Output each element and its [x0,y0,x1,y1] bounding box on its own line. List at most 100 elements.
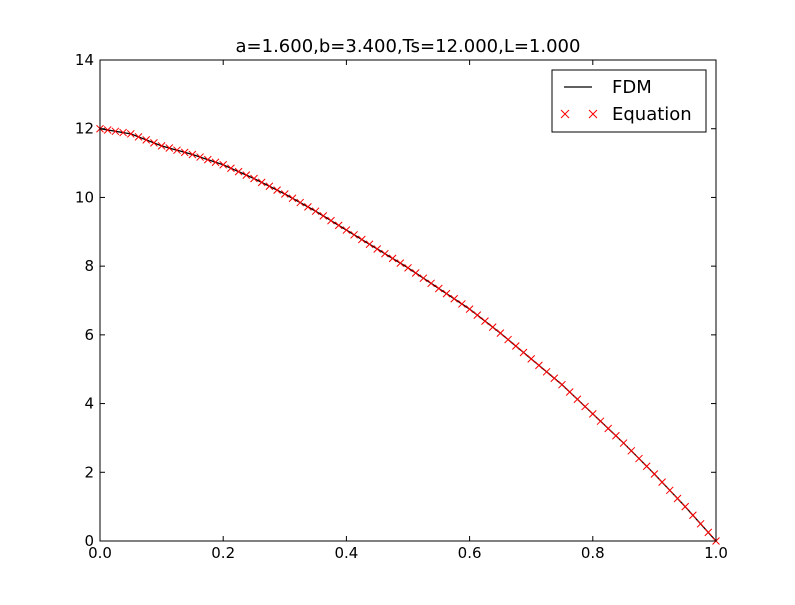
y-tick-label: 10 [75,188,94,206]
equation-marker [658,478,666,487]
equation-marker [504,335,512,344]
legend-label-fdm: FDM [612,77,652,98]
legend: FDM Equation [551,69,707,133]
equation-marker [134,133,143,141]
equation-marker [142,136,151,144]
equation-marker [434,284,443,293]
equation-marker [203,155,212,164]
equation-marker [519,348,528,357]
equation-marker [458,300,466,308]
equation-marker [257,178,266,187]
legend-label-equation: Equation [612,104,692,125]
x-tick-label: 0.4 [334,544,358,562]
equation-marker [604,424,613,433]
equation-marker [242,171,251,179]
equation-marker [381,249,389,258]
equation-marker [627,446,636,455]
equation-marker [234,167,243,176]
equation-marker [565,388,574,396]
equation-marker [411,269,420,277]
equation-marker [157,142,166,150]
equation-marker [304,203,312,211]
equation-marker [342,226,351,234]
equation-marker [635,454,643,463]
equation-marker [350,230,358,239]
equation-marker [535,361,543,370]
equation-marker [573,395,582,404]
equation-marker [581,402,589,411]
equation-marker [126,130,135,138]
equation-marker [496,329,505,337]
equation-marker [265,182,274,191]
equation-marker [558,380,566,389]
equation-marker [596,417,605,426]
equation-marker [427,279,435,288]
chart-title: a=1.600,b=3.400,Ts=12.000,L=1.000 [236,36,581,57]
equation-marker [527,355,536,363]
legend-box [551,69,707,133]
equation-marker [681,502,690,511]
x-tick-label: 0.8 [581,544,605,562]
equation-marker [119,128,127,137]
y-tick-label: 2 [84,463,94,481]
equation-marker [612,431,620,440]
equation-marker [473,311,482,319]
equation-marker [450,294,459,303]
y-tick-label: 12 [75,120,94,138]
equation-marker [173,146,181,155]
plot-frame [99,59,717,542]
equation-marker [111,127,120,136]
equation-marker [396,259,405,267]
equation-marker [465,305,474,313]
equation-marker [696,519,705,528]
equation-marker [388,254,397,263]
x-tick-label: 0.2 [211,544,235,562]
equation-marker [273,186,281,194]
equation-marker [150,139,158,147]
equation-marker [619,439,628,447]
equation-marker [227,164,235,173]
equation-marker [689,511,697,520]
equation-marker [327,216,335,225]
equation-marker [673,494,682,503]
x-tick-label: 1.0 [704,544,728,562]
equation-marker [319,212,328,220]
equation-marker [642,462,651,471]
equation-marker [211,158,220,167]
equation-marker [665,486,674,495]
y-tick-label: 8 [84,257,94,275]
equation-marker [196,153,204,161]
equation-marker [280,190,289,198]
equation-marker [311,207,320,216]
x-tick-label: 0.0 [88,544,112,562]
y-tick-label: 0 [84,532,94,550]
series-line-fdm [99,128,717,542]
equation-marker [165,144,174,152]
equation-marker [357,235,366,244]
equation-marker [550,374,559,383]
x-tick-label: 0.6 [458,544,482,562]
equation-marker [365,240,374,249]
equation-marker [188,150,197,159]
equation-marker [103,126,112,134]
equation-marker [373,245,382,253]
y-tick-label: 4 [84,395,94,413]
equation-marker [511,342,520,350]
equation-marker [334,221,343,230]
equation-marker [488,323,497,331]
equation-marker [704,528,713,537]
equation-marker [404,264,412,272]
equation-marker [288,194,297,203]
y-tick-label: 6 [84,326,94,344]
equation-marker [481,317,489,325]
equation-marker [442,289,451,298]
y-tick-label: 14 [75,51,94,69]
legend-marker-equation [560,109,598,119]
equation-marker [542,367,551,376]
equation-marker [419,274,428,283]
series-markers-equation [96,124,720,545]
equation-marker [180,148,189,157]
equation-marker [650,470,659,478]
